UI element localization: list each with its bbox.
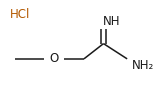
Text: NH: NH bbox=[103, 15, 120, 28]
Text: NH₂: NH₂ bbox=[132, 59, 154, 72]
Text: HCl: HCl bbox=[10, 8, 30, 21]
Text: O: O bbox=[49, 52, 58, 65]
